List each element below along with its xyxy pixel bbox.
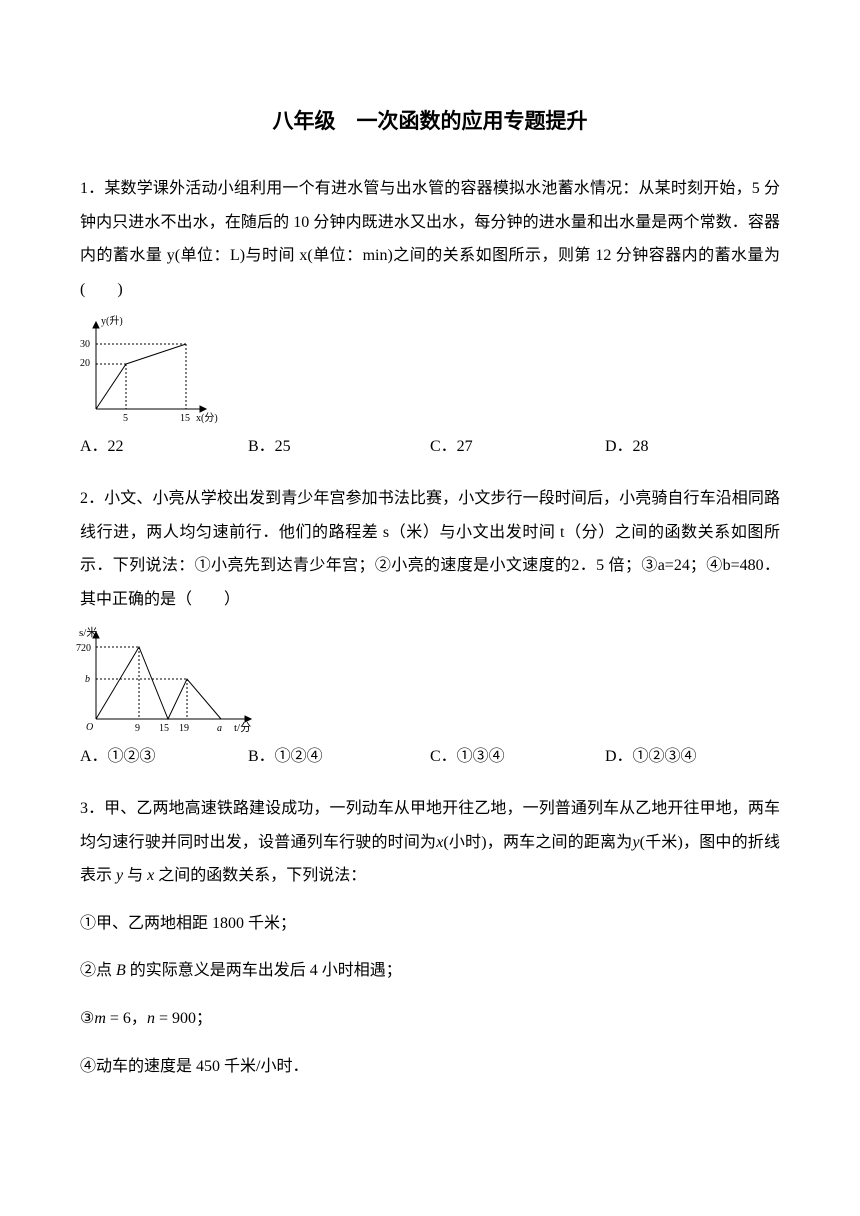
q1-xlabel: x(分) xyxy=(196,412,218,424)
q1-ytick-30: 30 xyxy=(80,339,90,350)
q1-opt-b: B．25 xyxy=(248,430,430,464)
q2-xtick-a: a xyxy=(217,723,222,734)
q2-ytick-b: b xyxy=(85,674,90,685)
q1-xtick-15: 15 xyxy=(180,413,190,424)
q2-opt-c: C．①③④ xyxy=(430,740,605,774)
q1-xtick-5: 5 xyxy=(123,413,128,424)
q2-text: 2．小文、小亮从学校出发到青少年宫参加书法比赛，小文步行一段时间后，小亮骑自行车… xyxy=(80,482,780,616)
q2-options: A．①②③ B．①②④ C．①③④ D．①②③④ xyxy=(80,740,780,774)
q2-ylabel: s/米 xyxy=(79,626,97,639)
q1-ylabel: y(升) xyxy=(101,315,123,327)
q3-text: 3．甲、乙两地高速铁路建设成功，一列动车从甲地开往乙地，一列普通列车从乙地开往甲… xyxy=(80,792,780,893)
q1-opt-a: A．22 xyxy=(80,430,248,464)
q3-s2: ②点 B 的实际意义是两车出发后 4 小时相遇； xyxy=(80,954,780,988)
q1-ytick-20: 20 xyxy=(80,358,90,369)
q2-ytick-720: 720 xyxy=(76,643,91,654)
q1-text: 1．某数学课外活动小组利用一个有进水管与出水管的容器模拟水池蓄水情况：从某时刻开… xyxy=(80,172,780,306)
q2-chart: s/米 720 b O 9 15 19 a t/分 xyxy=(76,624,780,734)
q1-opt-d: D．28 xyxy=(605,430,780,464)
q1-options: A．22 B．25 C．27 D．28 xyxy=(80,430,780,464)
q3-s1: ①甲、乙两地相距 1800 千米； xyxy=(80,907,780,941)
q1-chart: y(升) 30 20 5 15 x(分) xyxy=(76,314,780,424)
q2-origin: O xyxy=(86,722,93,733)
q1-opt-c: C．27 xyxy=(430,430,605,464)
q3-s3: ③m = 6，n = 900； xyxy=(80,1002,780,1036)
q2-xlabel: t/分 xyxy=(234,721,251,734)
q2-opt-d: D．①②③④ xyxy=(605,740,780,774)
q2-xtick-19: 19 xyxy=(179,723,189,734)
page-title: 八年级 一次函数的应用专题提升 xyxy=(80,100,780,144)
q2-xtick-9: 9 xyxy=(135,723,140,734)
q2-opt-a: A．①②③ xyxy=(80,740,248,774)
q3-s4: ④动车的速度是 450 千米/小时． xyxy=(80,1050,780,1084)
q2-xtick-15: 15 xyxy=(159,723,169,734)
q2-opt-b: B．①②④ xyxy=(248,740,430,774)
